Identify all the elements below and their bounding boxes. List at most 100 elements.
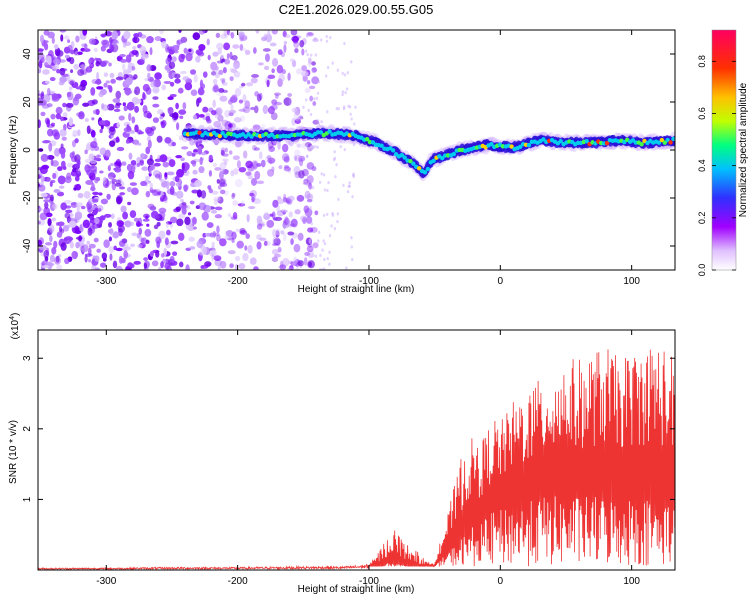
noise-blob [227,250,236,255]
noise-blob [307,243,313,248]
noise-blob [287,231,295,236]
noise-blob [278,73,285,82]
noise-blob [256,241,262,250]
noise-blob [98,91,104,98]
noise-blob [189,246,196,250]
noise-blob [302,217,305,221]
ridge-peak [220,131,225,136]
noise-blob [206,222,214,228]
noise-blob [219,168,225,174]
noise-blob [305,98,308,102]
noise-blob [309,95,314,102]
noise-blob [267,106,275,115]
noise-blob [64,176,72,184]
noise-blob [134,105,140,113]
noise-blob [322,173,326,177]
noise-blob [346,71,350,75]
noise-blob [283,40,288,45]
noise-blob [282,197,287,203]
noise-blob [320,120,323,124]
noise-blob [290,30,298,36]
noise-blob [115,136,120,143]
noise-blob [92,198,99,203]
noise-blob [327,180,330,185]
noise-blob [230,31,235,39]
noise-blob [86,125,91,135]
noise-blob [109,140,116,147]
noise-blob [314,210,319,216]
noise-blob [40,175,45,183]
noise-blob [274,253,282,258]
noise-blob [86,169,94,176]
noise-blob [247,175,253,180]
noise-blob [348,181,351,185]
noise-blob [336,219,339,224]
noise-blob [209,232,214,238]
noise-blob [334,175,337,179]
noise-blob [252,124,261,131]
noise-blob [224,147,228,153]
noise-blob [325,34,328,39]
noise-blob [304,216,307,220]
noise-blob [316,91,320,95]
noise-blob [155,236,162,244]
noise-blob [205,115,211,122]
noise-blob [242,106,251,114]
ridge-peak [639,142,644,147]
noise-blob [139,45,147,55]
noise-blob [149,251,154,257]
noise-blob [279,264,287,270]
noise-blob [106,103,115,111]
noise-blob [188,48,192,53]
noise-blob [253,266,259,270]
noise-blob [233,70,241,78]
noise-blob [46,128,54,137]
noise-blob [44,201,49,209]
noise-blob [290,238,294,245]
noise-blob [276,64,284,74]
noise-blob [44,80,51,84]
noise-blob [330,224,333,228]
noise-blob [234,255,241,262]
noise-blob [60,34,64,42]
noise-blob [115,76,124,81]
snr-line [38,349,675,570]
noise-blob [310,53,313,57]
ridge-peak [584,138,589,144]
noise-blob [156,109,164,115]
noise-blob [266,219,275,228]
noise-blob [244,49,251,56]
noise-blob [69,241,74,249]
noise-blob [43,139,51,144]
noise-blob [56,264,63,270]
noise-blob [98,120,106,126]
noise-blob [250,178,258,186]
noise-blob [75,236,83,240]
noise-blob [222,153,229,157]
noise-blob [274,93,279,100]
noise-blob [123,127,132,133]
noise-blob [131,187,139,196]
noise-blob [211,241,215,247]
ridge-peak [431,158,436,164]
noise-blob [127,170,135,180]
noise-blob [60,160,66,169]
noise-blob [94,255,100,262]
noise-blob [60,143,64,149]
noise-blob [218,69,224,75]
noise-blob [215,107,223,116]
noise-blob [258,151,263,160]
noise-blob [58,80,65,86]
noise-blob [155,250,160,258]
noise-blob [306,52,309,57]
ridge-peak [656,140,662,145]
noise-blob [83,191,91,199]
noise-blob [297,232,304,241]
noise-blob [161,41,167,49]
noise-blob [77,129,81,137]
noise-blob [114,183,122,187]
noise-blob [223,169,229,173]
noise-blob [282,30,287,38]
noise-blob [126,101,135,111]
